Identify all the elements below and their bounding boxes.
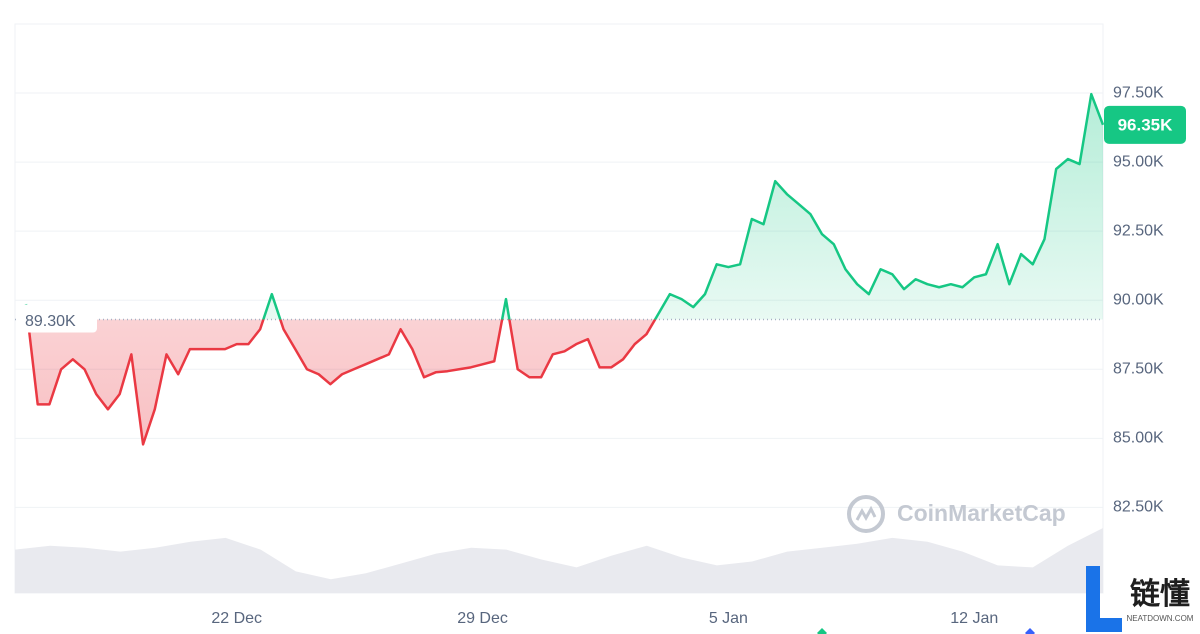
price-line-down [26, 319, 657, 446]
x-tick-label: 5 Jan [709, 610, 748, 627]
area-down [26, 319, 1103, 445]
y-tick-label: 95.00K [1113, 153, 1164, 170]
watermark: CoinMarketCap [847, 495, 1066, 533]
x-tick-label: 12 Jan [950, 610, 998, 627]
watermark-text: CoinMarketCap [897, 500, 1066, 526]
area-up [26, 94, 1103, 320]
y-tick-label: 82.50K [1113, 499, 1164, 516]
y-tick-label: 87.50K [1113, 360, 1164, 377]
volume-area [15, 528, 1103, 593]
event-marker [1025, 628, 1035, 634]
y-tick-label: 92.50K [1113, 222, 1164, 239]
logo-text: 链懂 [1130, 577, 1190, 611]
corner-logo: 链懂 NEATDOWN.COM [1086, 566, 1194, 632]
last-price-box [1104, 105, 1186, 144]
x-tick-label: 22 Dec [211, 610, 262, 627]
logo-subtext: NEATDOWN.COM [1127, 614, 1194, 623]
last-price-label: 96.35K [1118, 115, 1174, 134]
x-tick-label: 29 Dec [457, 610, 508, 627]
y-tick-label: 90.00K [1113, 291, 1164, 308]
reference-label-box [19, 304, 97, 333]
price-line-up [24, 92, 1105, 320]
event-marker [817, 628, 827, 634]
y-tick-label: 97.50K [1113, 84, 1164, 101]
y-tick-label: 85.00K [1113, 430, 1164, 447]
reference-label: 89.30K [25, 313, 76, 330]
